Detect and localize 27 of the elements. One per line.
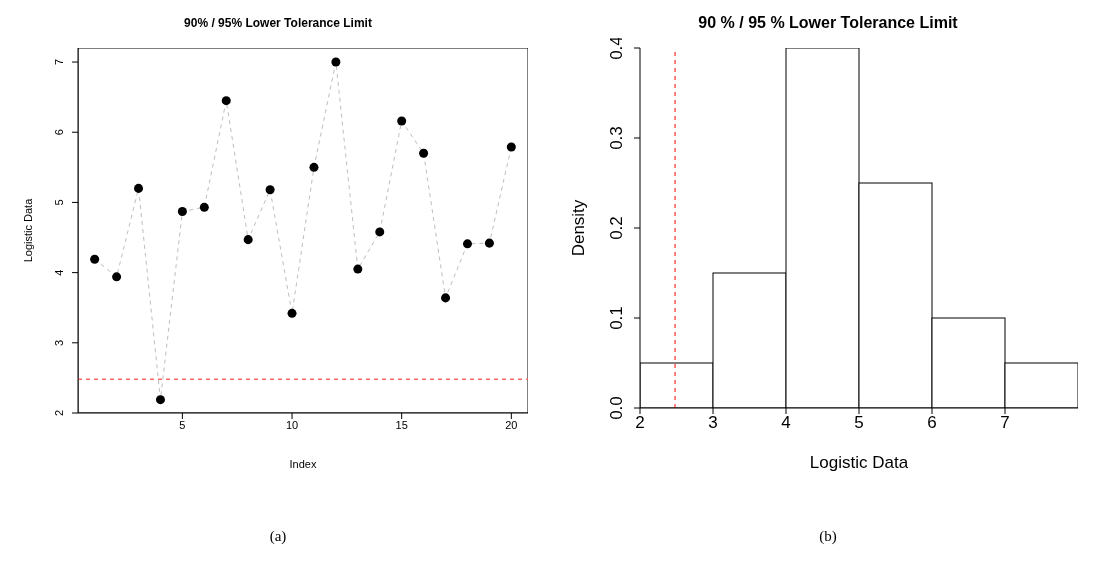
x-tick-label: 10 (285, 418, 299, 431)
y-tick-label: 7 (53, 58, 66, 66)
x-axis-title: Index (289, 458, 317, 470)
x-tick-label: 5 (179, 418, 186, 431)
y-tick-label: 0.2 (606, 216, 626, 240)
x-axis-title: Logistic Data (809, 453, 909, 472)
x-tick-label: 5 (854, 413, 864, 433)
x-tick-label: 6 (927, 413, 937, 433)
y-tick-label: 3 (53, 339, 66, 346)
y-tick-label: 0.1 (606, 306, 626, 330)
x-tick-label: 7 (1000, 413, 1010, 433)
x-tick-label: 2 (635, 413, 645, 433)
x-tick-label: 15 (395, 418, 408, 431)
y-axis-title: Logistic Data (21, 197, 34, 263)
y-tick-label: 0.3 (606, 126, 626, 150)
chart-title: 90 % / 95 % Lower Tolerance Limit (697, 13, 959, 33)
text: (a) (268, 528, 288, 545)
y-tick-label: 5 (53, 199, 66, 206)
x-tick-label: 4 (781, 413, 791, 433)
x-tick-label: 20 (505, 418, 518, 431)
y-axis-title: Density (569, 199, 589, 257)
chart-title: 90% / 95% Lower Tolerance Limit (183, 15, 373, 32)
y-tick-label: 0.0 (606, 396, 626, 420)
y-tick-label: 4 (53, 269, 66, 276)
x-tick-label: 3 (708, 413, 718, 433)
text: (b) (818, 528, 838, 545)
y-tick-label: 6 (53, 129, 66, 136)
